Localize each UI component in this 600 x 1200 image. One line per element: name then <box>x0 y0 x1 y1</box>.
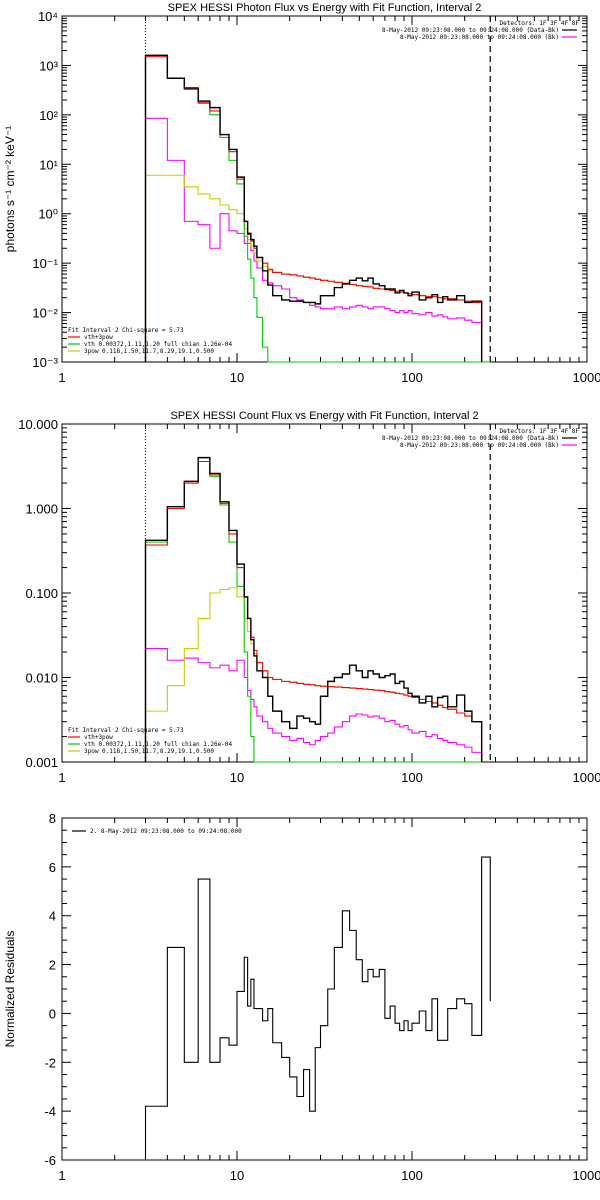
series-line-Data-Bk <box>144 456 483 762</box>
legend-bottom-left-entry: 3pow 0.118,1.50,11.7,8.29,19.1,0.500 <box>84 348 214 355</box>
y-tick-label: 10¹ <box>39 157 58 172</box>
legend-bottom-left-entry: vth 0.00372,1.11,1.20 full chian 1.26e-0… <box>84 341 232 348</box>
series-line-3pow <box>144 587 483 762</box>
x-tick-label: 1 <box>58 1168 65 1183</box>
chart-title: SPEX HESSI Photon Flux vs Energy with Fi… <box>168 2 482 14</box>
y-tick-label: -4 <box>44 1104 56 1119</box>
chart-title: SPEX HESSI Count Flux vs Energy with Fit… <box>170 410 478 422</box>
x-tick-label: 1000 <box>573 370 600 385</box>
y-tick-label: 0.010 <box>25 671 58 686</box>
x-tick-label: 100 <box>401 1168 423 1183</box>
y-tick-label: 10² <box>39 108 58 123</box>
x-tick-label: 1000 <box>573 1168 600 1183</box>
legend-top-right-entry: 8-May-2012 09:23:08.000 to 09:24:08.000 … <box>382 27 559 34</box>
y-tick-label: 10⁻² <box>32 306 58 321</box>
series-line-vth+3pow <box>144 56 483 362</box>
legend-bottom-left-entry: vth+3pow <box>84 334 113 341</box>
x-tick-label: 10 <box>230 770 244 785</box>
legend-bottom-left-entry: 3pow 0.118,1.50,11.7,8.29,19.1,0.500 <box>84 748 214 755</box>
y-axis-label: photons s⁻¹ cm⁻² keV⁻¹ <box>3 126 17 252</box>
series-line-vth <box>144 460 482 763</box>
y-tick-label: 6 <box>49 860 56 875</box>
series-line-vth+3pow <box>144 460 483 762</box>
legend-top-right-entry: Detectors: 1F 3F 4F 8F <box>500 428 580 435</box>
legend-top-left-entry: 2. 8-May-2012 09:23:08.000 to 09:24:08.0… <box>90 828 242 835</box>
legend-top-right-entry: 8-May-2012 09:23:08.000 to 09:24:08.000 … <box>400 34 559 41</box>
y-tick-label: -6 <box>44 1153 56 1168</box>
panel-1: SPEX HESSI Photon Flux vs Energy with Fi… <box>3 2 600 385</box>
series-line-3pow <box>144 174 483 362</box>
x-tick-label: 100 <box>401 370 423 385</box>
legend-bottom-left-entry: Fit Interval 2 Chi-square = 5.73 <box>68 727 184 734</box>
series-line-vth <box>144 54 491 363</box>
x-tick-label: 10 <box>230 370 244 385</box>
x-tick-label: 1 <box>58 770 65 785</box>
legend-top-right-entry: 8-May-2012 09:23:08.000 to 09:24:08.000 … <box>400 442 559 449</box>
y-axis-label: Normalized Residuals <box>3 931 17 1048</box>
y-tick-label: 10⁻³ <box>32 355 58 370</box>
legend-top-right-entry: 8-May-2012 09:23:08.000 to 09:24:08.000 … <box>382 435 559 442</box>
y-tick-label: 10.000 <box>18 417 58 432</box>
legend-bottom-left-entry: vth+3pow <box>84 734 113 741</box>
legend-bottom-left-entry: vth 0.00372,1.11,1.20 full chian 1.26e-0… <box>84 741 232 748</box>
y-tick-label: 0 <box>49 1006 56 1021</box>
x-tick-label: 1000 <box>573 770 600 785</box>
legend-bottom-left-entry: Fit Interval 2 Chi-square = 5.73 <box>68 327 184 334</box>
x-tick-label: 10 <box>230 1168 244 1183</box>
y-tick-label: 10³ <box>39 58 58 73</box>
y-tick-label: 0.001 <box>25 755 58 770</box>
legend-top-right-entry: Detectors: 1F 3F 4F 8F <box>500 20 580 27</box>
y-tick-label: -2 <box>44 1055 56 1070</box>
y-tick-label: 10⁰ <box>38 207 58 222</box>
y-tick-label: 10⁴ <box>38 9 58 24</box>
panel-2: SPEX HESSI Count Flux vs Energy with Fit… <box>18 410 600 785</box>
y-tick-label: 2 <box>49 958 56 973</box>
panel-3: 1 10 100 1000 -6 -4 -2 0 2 4 6 8 Normalized Residual… <box>3 811 600 1183</box>
y-tick-label: 10⁻¹ <box>32 256 58 271</box>
series-line-Data-Bk <box>144 54 483 362</box>
x-tick-label: 100 <box>401 770 423 785</box>
series-line-2. 8-May-2012 09:23:08.000 to 09:24:08.000 <box>144 856 491 1160</box>
y-tick-label: 0.100 <box>25 586 58 601</box>
series-line-Bk <box>144 117 483 362</box>
y-tick-label: 4 <box>49 909 56 924</box>
y-tick-label: 1.000 <box>25 502 58 517</box>
x-tick-label: 1 <box>58 370 65 385</box>
plot-frame <box>61 817 588 1161</box>
series-line-Bk <box>144 648 483 762</box>
plot-frame <box>61 15 588 363</box>
plot-frame <box>61 423 588 763</box>
y-tick-label: 8 <box>49 811 56 826</box>
